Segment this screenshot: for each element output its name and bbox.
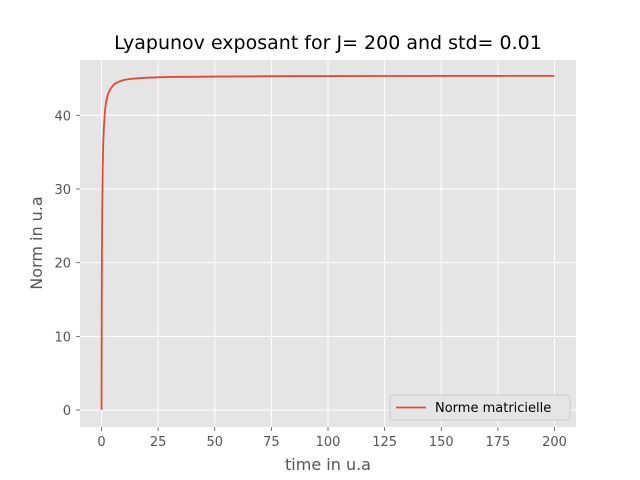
y-tick-label: 10 [54, 330, 71, 345]
tick-layer: 0 25 50 75 100 125 150 175 200 0 10 20 30 40 [54, 109, 566, 450]
legend: Norme matricielle [389, 394, 571, 421]
series-layer [100, 74, 555, 411]
y-tick-label: 40 [54, 109, 71, 124]
legend-series-label: Norme matricielle [435, 401, 551, 416]
series-line-0 [100, 74, 555, 411]
y-tick-label: 30 [54, 183, 71, 198]
x-tick-label: 200 [542, 435, 567, 450]
x-tick-label: 175 [485, 435, 510, 450]
x-tick-label: 0 [97, 435, 105, 450]
x-tick-label: 75 [263, 435, 280, 450]
y-axis-label: Norm in u.a [27, 196, 46, 289]
y-tick-label: 20 [54, 257, 71, 272]
x-tick-label: 25 [150, 435, 167, 450]
x-axis-label: time in u.a [285, 455, 371, 474]
x-tick-label: 150 [429, 435, 454, 450]
chart-title: Lyapunov exposant for J= 200 and std= 0.… [114, 32, 542, 54]
y-tick-label: 0 [63, 404, 71, 419]
x-tick-label: 125 [372, 435, 397, 450]
x-tick-label: 100 [316, 435, 341, 450]
x-tick-label: 50 [206, 435, 223, 450]
legend-box [389, 394, 571, 421]
